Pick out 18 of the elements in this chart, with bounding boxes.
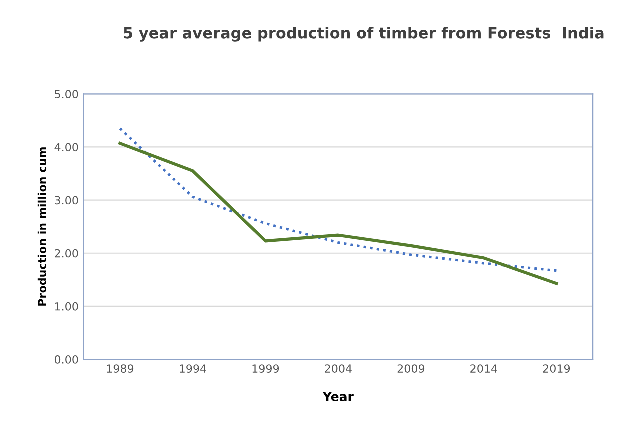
y-axis-title: Production in million cum	[38, 148, 47, 306]
x-tick-label: 2009	[398, 364, 425, 373]
y-tick-label: 4.00	[54, 143, 78, 152]
x-tick-label: 2014	[470, 364, 498, 373]
y-tick-label: 1.00	[55, 302, 78, 311]
line-series	[118, 142, 558, 286]
y-tick-label: 3.00	[55, 196, 78, 205]
x-tick-label: 1999	[252, 364, 280, 373]
x-tick-label: 1989	[107, 364, 134, 373]
x-tick-label: 2019	[543, 364, 570, 373]
y-tick-label: 0.00	[54, 355, 78, 364]
x-tick-label: 1994	[180, 364, 206, 373]
y-tick-label: 2.00	[55, 249, 78, 258]
y-tick-label: 5.00	[55, 90, 78, 99]
x-axis-title: Year	[322, 392, 354, 402]
x-tick-label: 2004	[325, 364, 352, 373]
chart-title: 5 year average production of timber from Forests India	[124, 26, 604, 42]
line-series	[118, 127, 558, 272]
